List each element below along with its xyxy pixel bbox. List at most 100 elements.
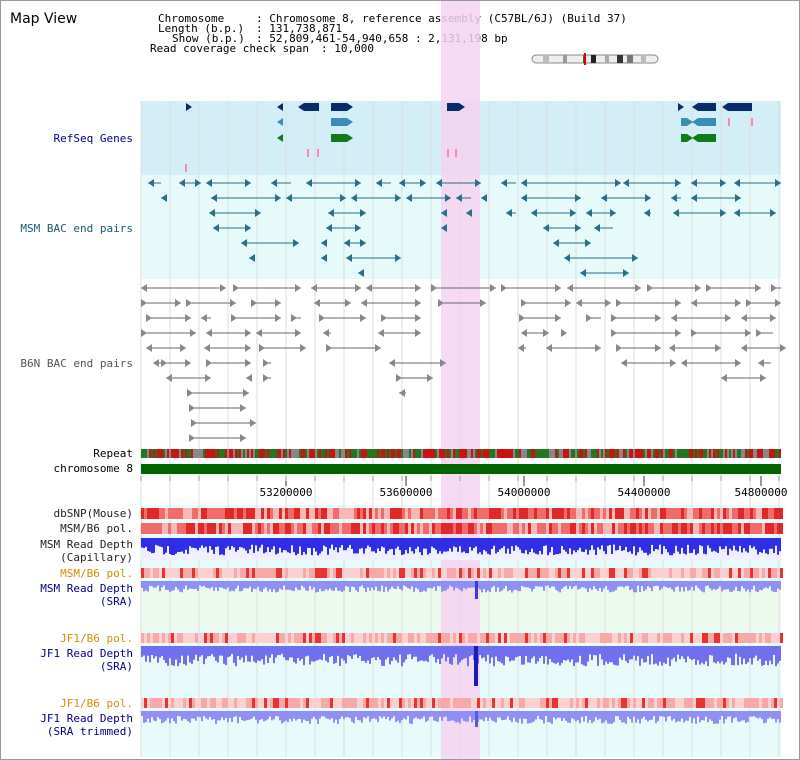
polymorphism-cell (312, 568, 315, 578)
depth-bar (487, 711, 489, 721)
repeat-element (773, 449, 775, 458)
polymorphism-cell (420, 508, 423, 519)
polymorphism-cell (174, 523, 177, 534)
depth-bar (261, 646, 263, 660)
depth-bar (265, 581, 267, 588)
depth-bar (449, 581, 451, 586)
depth-bar (335, 581, 337, 588)
depth-bar (309, 538, 311, 548)
depth-bar (579, 646, 581, 656)
polymorphism-cell (321, 523, 324, 534)
polymorphism-cell (303, 633, 306, 643)
label-jf1-depth-trimmed-1[interactable]: JF1 Read Depth (40, 712, 133, 725)
label-msm-b6-pol[interactable]: MSM/B6 pol. (60, 522, 133, 535)
depth-bar (573, 581, 575, 587)
polymorphism-cell (423, 698, 426, 708)
polymorphism-cell (273, 633, 276, 643)
depth-bar (563, 711, 565, 719)
repeat-element (461, 449, 463, 458)
polymorphism-cell (564, 698, 567, 708)
depth-bar (565, 646, 567, 661)
polymorphism-cell (483, 568, 486, 578)
depth-bar (249, 646, 251, 662)
repeat-element (241, 449, 243, 458)
repeat-element (295, 449, 297, 458)
b6n-bac-end (191, 419, 197, 427)
polymorphism-cell (459, 523, 462, 534)
depth-bar (667, 646, 669, 658)
polymorphism-cell (708, 523, 711, 534)
ideogram[interactable] (531, 53, 661, 65)
repeat-element (777, 449, 779, 458)
depth-bar (627, 538, 629, 553)
depth-bar (461, 711, 463, 719)
depth-bar (471, 646, 473, 656)
depth-bar (147, 646, 149, 656)
polymorphism-cell (426, 568, 429, 578)
repeat-element (727, 449, 729, 458)
polymorphism-cell (474, 568, 477, 578)
polymorphism-cell (198, 568, 201, 578)
polymorphism-cell (402, 698, 405, 708)
strand-arrow (678, 103, 684, 111)
msm-bac-end (206, 179, 212, 187)
depth-bar (755, 538, 757, 550)
polymorphism-cell (366, 633, 369, 643)
depth-bar (585, 581, 587, 589)
depth-bar (453, 538, 455, 547)
polymorphism-cell (219, 698, 222, 708)
depth-bar (375, 538, 377, 554)
depth-bar (209, 646, 211, 657)
depth-bar (613, 538, 615, 545)
depth-bar (601, 646, 603, 660)
depth-bar (673, 581, 675, 592)
depth-bar (459, 538, 461, 547)
repeat-element (207, 449, 209, 458)
depth-bar (693, 581, 695, 591)
label-b6n-bac-end-pairs[interactable]: B6N BAC end pairs (20, 357, 133, 370)
repeat-element (671, 449, 673, 458)
b6n-bac-end (543, 329, 549, 337)
depth-bar (301, 711, 303, 723)
polymorphism-cell (489, 698, 492, 708)
repeat-element (719, 449, 721, 458)
polymorphism-cell (588, 698, 591, 708)
repeat-element (407, 449, 409, 458)
depth-bar (221, 711, 223, 718)
depth-bar (509, 581, 511, 591)
label-msm-b6-pol-2[interactable]: MSM/B6 pol. (60, 567, 133, 580)
depth-bar (207, 711, 209, 720)
depth-bar (175, 581, 177, 587)
polymorphism-cell (741, 633, 744, 643)
label-msm-depth-capillary-1[interactable]: MSM Read Depth (40, 538, 133, 551)
label-dbsnp[interactable]: dbSNP(Mouse) (53, 507, 133, 520)
depth-bar (327, 538, 329, 555)
depth-bar (617, 711, 619, 717)
label-refseq-genes[interactable]: RefSeq Genes (53, 132, 133, 145)
label-msm-depth-sra-1[interactable]: MSM Read Depth (40, 582, 133, 595)
depth-bar (143, 646, 145, 656)
depth-bar (683, 646, 685, 659)
label-msm-bac-end-pairs[interactable]: MSM BAC end pairs (20, 222, 133, 235)
repeat-element (657, 449, 659, 458)
b6n-bac-end (360, 314, 366, 322)
label-jf1-b6-pol-2[interactable]: JF1/B6 pol. (60, 697, 133, 710)
polymorphism-cell (150, 508, 153, 519)
repeat-element (245, 449, 247, 458)
depth-bar (593, 711, 595, 722)
polymorphism-cell (576, 523, 579, 534)
depth-bar (267, 538, 269, 548)
repeat-element (749, 449, 751, 458)
polymorphism-cell (243, 698, 246, 708)
depth-bar (759, 581, 761, 590)
polymorphism-cell (600, 698, 603, 708)
polymorphism-cell (312, 633, 315, 643)
polymorphism-cell (441, 508, 444, 519)
label-jf1-b6-pol[interactable]: JF1/B6 pol. (60, 632, 133, 645)
polymorphism-cell (456, 633, 459, 643)
polymorphism-cell (480, 633, 483, 643)
polymorphism-cell (153, 508, 156, 519)
label-jf1-depth-sra-1[interactable]: JF1 Read Depth (40, 647, 133, 660)
polymorphism-cell (579, 698, 582, 708)
